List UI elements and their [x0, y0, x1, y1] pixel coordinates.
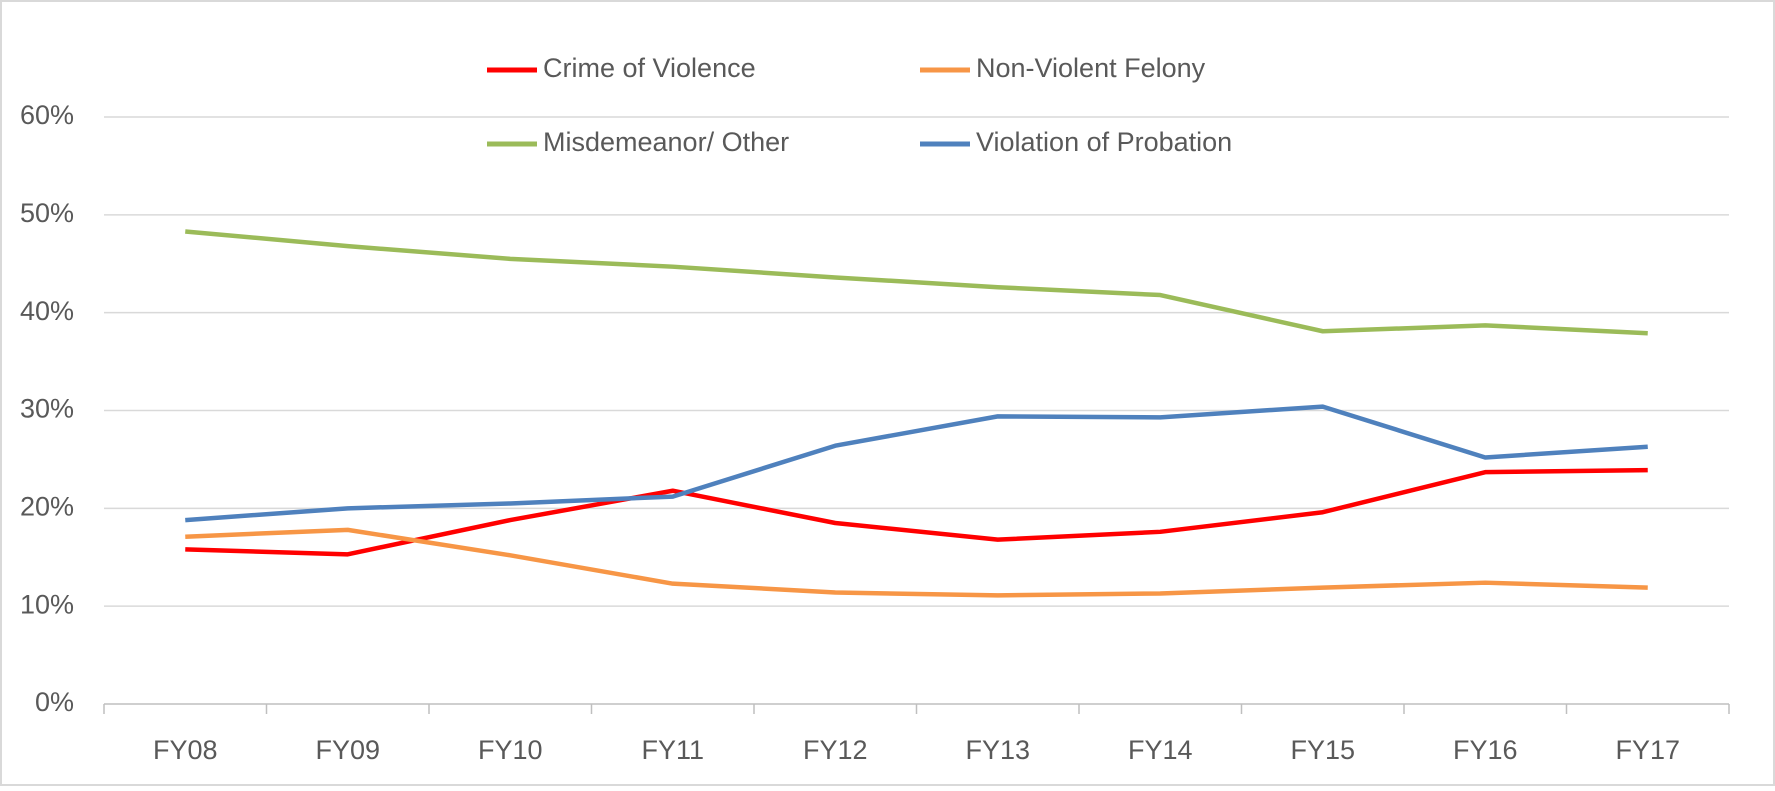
y-tick-label: 20% — [20, 491, 74, 521]
y-tick-label: 10% — [20, 589, 74, 619]
x-tick-label: FY08 — [153, 735, 218, 765]
x-tick-label: FY12 — [803, 735, 868, 765]
y-tick-label: 30% — [20, 394, 74, 424]
y-tick-label: 60% — [20, 100, 74, 130]
series-line — [185, 527, 1648, 598]
legend-label: Misdemeanor/ Other — [543, 127, 789, 157]
x-tick-label: FY09 — [315, 735, 380, 765]
x-tick-label: FY11 — [641, 735, 704, 765]
series-line — [185, 404, 1648, 523]
series-line — [185, 467, 1648, 557]
x-tick-label: FY17 — [1615, 735, 1680, 765]
x-tick-label: FY10 — [478, 735, 543, 765]
legend-label: Violation of Probation — [976, 127, 1232, 157]
legend-label: Crime of Violence — [543, 53, 756, 83]
x-tick-label: FY16 — [1453, 735, 1518, 765]
y-tick-label: 50% — [20, 198, 74, 228]
y-tick-label: 40% — [20, 296, 74, 326]
x-tick-label: FY13 — [965, 735, 1030, 765]
series-line — [185, 229, 1648, 336]
x-tick-label: FY14 — [1128, 735, 1193, 765]
legend-label: Non-Violent Felony — [976, 53, 1206, 83]
y-tick-label: 0% — [35, 687, 74, 717]
x-tick-label: FY15 — [1290, 735, 1355, 765]
